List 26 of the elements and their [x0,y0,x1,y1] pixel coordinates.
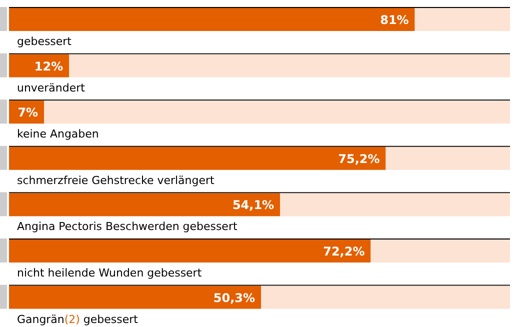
y-tick-label: gebessert [17,35,72,48]
bar [9,239,371,262]
y-tick-label: unverändert [17,81,86,94]
data-label: 12% [34,59,64,74]
bar [386,146,510,170]
bar [9,193,280,216]
data-label: 54,1% [232,198,274,212]
data-label: 50,3% [213,290,256,305]
data-label: 7% [18,106,38,120]
bar [370,239,510,262]
y-tick-label: Gangrän(2) gebessert [17,312,139,326]
bar [414,8,510,31]
bar [9,8,415,31]
bar [261,286,510,309]
y-tick-label: schmerzfreie Gehstrecke verlängert [17,174,215,187]
bar [9,286,262,309]
y-tick-label: Angina Pectoris Beschwerden gebessert [17,220,238,234]
bar [69,54,510,78]
bar [280,193,510,216]
bar [44,100,510,124]
y-tick-label: nicht heilende Wunden gebessert [17,266,202,280]
data-label: 75,2% [338,152,380,166]
y-tick-label: keine Angaben [17,128,99,141]
bar [9,146,386,170]
data-label: 81% [380,13,409,27]
data-label: 72,2% [323,244,365,258]
